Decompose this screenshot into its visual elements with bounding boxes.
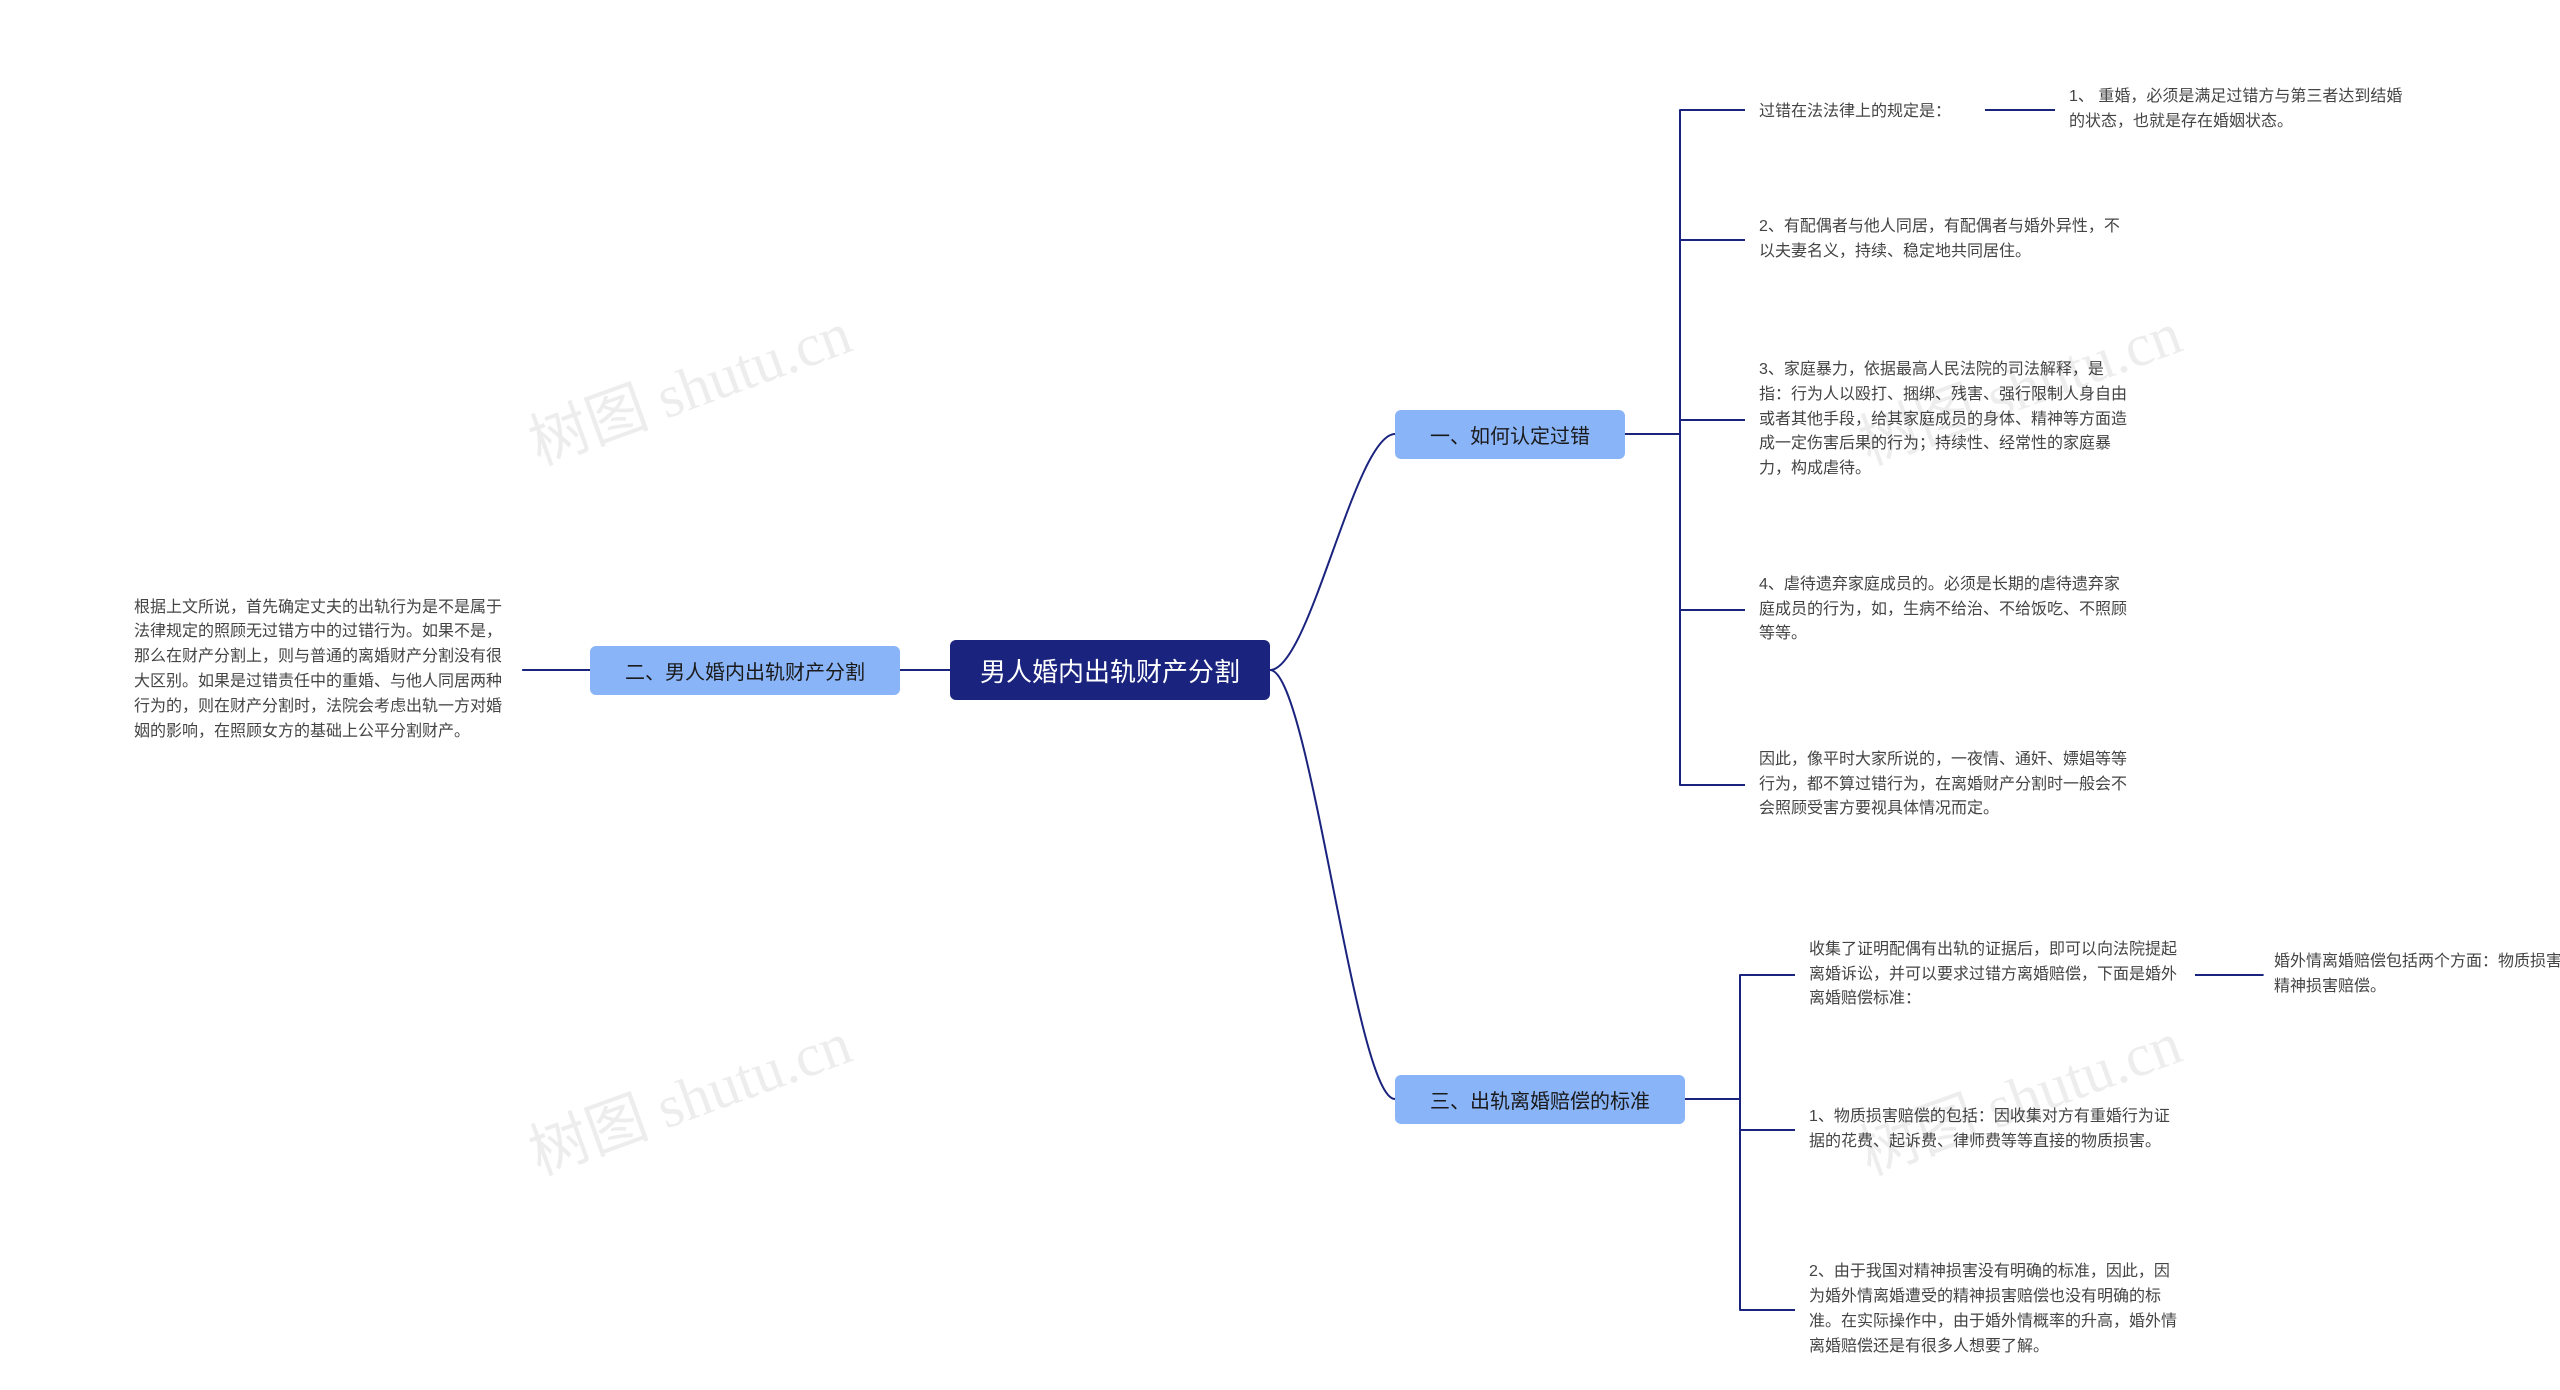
mindmap-leaf: 1、物质损害赔偿的包括：因收集对方有重婚行为证据的花费、起诉费、律师费等等直接的… — [1795, 1080, 2195, 1180]
mindmap-leaf: 根据上文所说，首先确定丈夫的出轨行为是不是属于法律规定的照顾无过错方中的过错行为… — [120, 565, 530, 775]
mindmap-leaf: 4、虐待遗弃家庭成员的。必须是长期的虐待遗弃家庭成员的行为，如，生病不给治、不给… — [1745, 560, 2145, 660]
mindmap-branch: 三、出轨离婚赔偿的标准 — [1395, 1075, 1685, 1124]
mindmap-leaf: 收集了证明配偶有出轨的证据后，即可以向法院提起离婚诉讼，并可以要求过错方离婚赔偿… — [1795, 925, 2195, 1025]
mindmap-leaf: 3、家庭暴力，依据最高人民法院的司法解释，是指：行为人以殴打、捆绑、残害、强行限… — [1745, 340, 2145, 500]
mindmap-root: 男人婚内出轨财产分割 — [950, 640, 1270, 700]
mindmap-branch: 一、如何认定过错 — [1395, 410, 1625, 459]
mindmap-leaf: 婚外情离婚赔偿包括两个方面：物质损害赔偿和精神损害赔偿。 — [2260, 940, 2560, 1010]
mindmap-leaf: 2、有配偶者与他人同居，有配偶者与婚外异性，不以夫妻名义，持续、稳定地共同居住。 — [1745, 205, 2145, 275]
mindmap-leaf: 过错在法法律上的规定是： — [1745, 90, 1985, 135]
mindmap-leaf: 因此，像平时大家所说的，一夜情、通奸、嫖娼等等行为，都不算过错行为，在离婚财产分… — [1745, 720, 2145, 850]
mindmap-leaf: 1、 重婚，必须是满足过错方与第三者达到结婚的状态，也就是存在婚姻状态。 — [2055, 75, 2425, 145]
mindmap-leaf: 2、由于我国对精神损害没有明确的标准，因此，因为婚外情离婚遭受的精神损害赔偿也没… — [1795, 1230, 2195, 1390]
mindmap-branch: 二、男人婚内出轨财产分割 — [590, 646, 900, 695]
